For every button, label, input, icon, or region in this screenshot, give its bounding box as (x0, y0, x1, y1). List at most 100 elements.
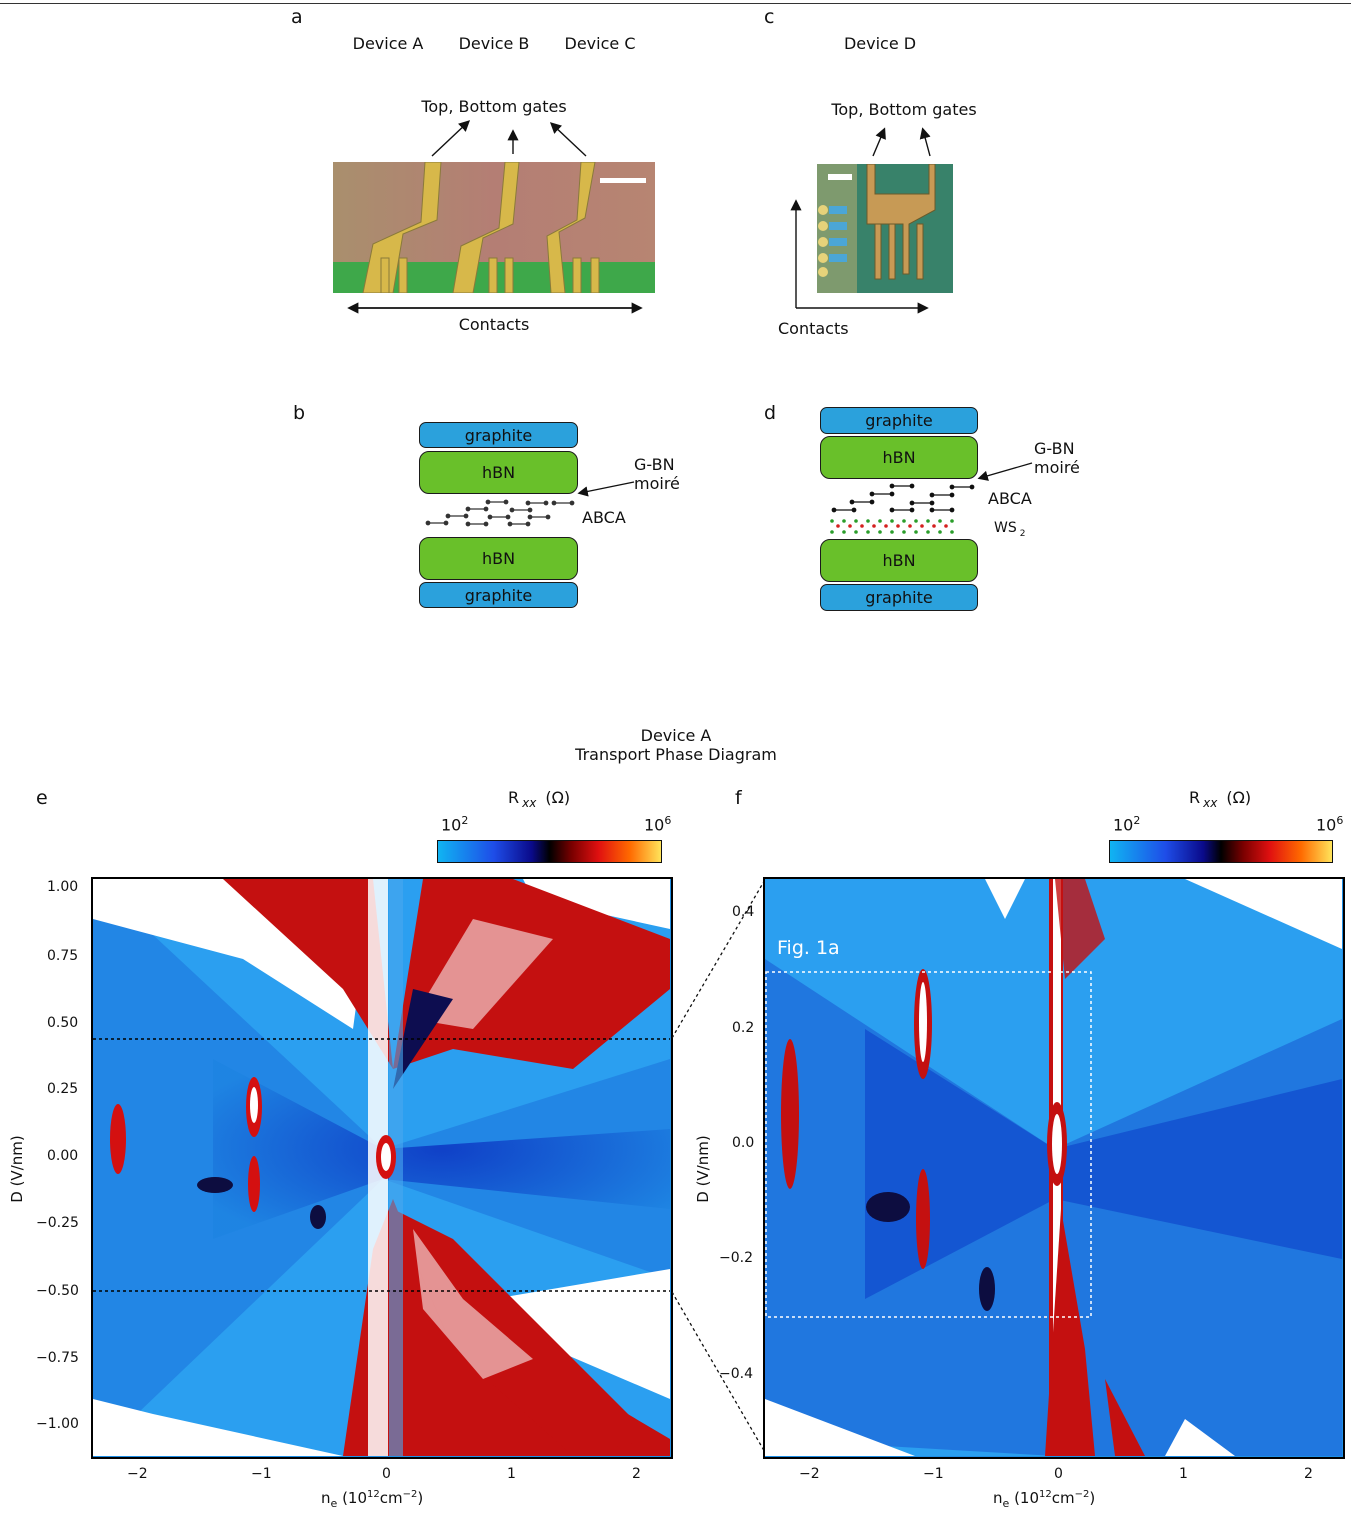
colorbar-min-e-base: 10 (441, 815, 462, 835)
e-xtick-1: −2 (127, 1466, 148, 1482)
e-xtick-2: −1 (251, 1466, 272, 1482)
f-xlabel-close: ) (1089, 1489, 1096, 1507)
layer-hbn-top-d: hBN (820, 436, 978, 479)
layer-graphite-bottom-d: graphite (820, 584, 978, 611)
moire-label-d-1: G-BN (1034, 439, 1075, 458)
panel-label-a: a (291, 6, 303, 28)
colorbar-f (1109, 840, 1333, 863)
f-xlabel-exp1: 12 (1039, 1489, 1052, 1500)
contacts-label-a: Contacts (458, 315, 530, 334)
e-ytick-5: 0.00 (47, 1148, 79, 1164)
header-rule (0, 3, 1351, 4)
abca-label-d: ABCA (988, 489, 1032, 508)
f-xlabel-unit2: cm (1051, 1489, 1075, 1507)
f-ytick-3: 0.0 (732, 1135, 755, 1151)
colorbar-min-f-base: 10 (1113, 815, 1134, 835)
f-ytick-5: −0.4 (719, 1366, 753, 1382)
e-xlabel-unit2: cm (379, 1489, 403, 1507)
e-xtick-3: 0 (382, 1466, 391, 1482)
moire-arrow-d (977, 462, 1033, 481)
moire-arrow-b (577, 481, 635, 497)
colorbar-max-f-base: 10 (1316, 815, 1337, 835)
f-ytick-4: −0.2 (719, 1250, 753, 1266)
f-ytick-1: 0.4 (732, 904, 755, 920)
e-xlabel-close: ) (417, 1489, 424, 1507)
figure-title-line2: Transport Phase Diagram (575, 745, 777, 764)
layer-graphite-top: graphite (419, 422, 578, 448)
panel-label-e: e (36, 787, 48, 809)
f-xtick-3: 0 (1054, 1466, 1063, 1482)
abca-lattice-d (830, 483, 975, 534)
figure-title-line1: Device A (640, 726, 712, 745)
phase-diagram-e (91, 877, 673, 1459)
device-a-label: Device A (352, 34, 424, 53)
colorbar-max-e: 106 (644, 814, 671, 834)
e-xtick-5: 2 (632, 1466, 641, 1482)
e-xlabel-sub: e (330, 1497, 338, 1510)
panel-label-c: c (764, 6, 775, 28)
contacts-label-c: Contacts (778, 319, 849, 338)
device-c-label: Device C (564, 34, 636, 53)
panel-label-f: f (735, 787, 742, 809)
f-xlabel-n: n (993, 1489, 1003, 1507)
colorbar-min-e: 102 (441, 814, 468, 834)
layer-graphite-bottom: graphite (419, 582, 578, 608)
e-ytick-8: −0.75 (36, 1350, 79, 1366)
e-xlabel-n: n (321, 1489, 331, 1507)
e-ytick-1: 1.00 (47, 879, 79, 895)
abca-lattice-b (425, 499, 575, 527)
e-ytick-4: 0.25 (47, 1081, 79, 1097)
f-xlabel-sub: e (1002, 1497, 1010, 1510)
colorbar-title-f-sub: xx (1203, 796, 1218, 811)
e-xlabel: ne (1012cm−2) (321, 1489, 423, 1510)
colorbar-max-e-exp: 6 (664, 814, 672, 827)
e-ytick-2: 0.75 (47, 948, 79, 964)
colorbar-title-e-unit: (Ω) (545, 788, 571, 807)
colorbar-min-e-exp: 2 (461, 814, 469, 827)
moire-label-b-1: G-BN (634, 455, 675, 474)
colorbar-title-f-r: R (1189, 788, 1201, 807)
e-xlabel-exp1: 12 (367, 1489, 380, 1500)
layer-graphite-top-d: graphite (820, 407, 978, 434)
colorbar-title-e-sub: xx (522, 796, 537, 811)
layer-hbn-top: hBN (419, 451, 578, 494)
colorbar-min-f: 102 (1113, 814, 1140, 834)
e-ytick-9: −1.00 (36, 1416, 79, 1432)
inset-label-fig1a: Fig. 1a (777, 937, 840, 959)
e-xlabel-exp2: −2 (402, 1489, 418, 1500)
e-ytick-7: −0.50 (36, 1283, 79, 1299)
colorbar-max-f: 106 (1316, 814, 1343, 834)
ws2-label-sub: 2 (1019, 528, 1026, 539)
arrows-panel-c (790, 127, 931, 314)
f-ylabel: D (V/nm) (694, 1135, 712, 1203)
f-xlabel: ne (1012cm−2) (993, 1489, 1095, 1510)
e-xtick-4: 1 (507, 1466, 516, 1482)
device-micrograph-d (817, 163, 953, 293)
colorbar-title-f-unit: (Ω) (1226, 788, 1252, 807)
f-xtick-5: 2 (1304, 1466, 1313, 1482)
arrows-panel-a (347, 120, 643, 314)
panel-label-d: d (764, 402, 777, 424)
colorbar-e (437, 840, 662, 863)
colorbar-max-e-base: 10 (644, 815, 665, 835)
colorbar-max-f-exp: 6 (1336, 814, 1344, 827)
layer-hbn-bottom-d: hBN (820, 539, 978, 582)
f-xtick-4: 1 (1179, 1466, 1188, 1482)
f-ytick-2: 0.2 (732, 1020, 755, 1036)
gates-label-c: Top, Bottom gates (831, 100, 977, 119)
e-xlabel-unit: (10 (342, 1489, 368, 1507)
ws2-label-text: WS (994, 520, 1017, 536)
f-xlabel-unit: (10 (1014, 1489, 1040, 1507)
f-xtick-1: −2 (799, 1466, 820, 1482)
moire-label-d-2: moiré (1034, 458, 1080, 477)
gates-label-a: Top, Bottom gates (421, 97, 567, 116)
device-b-label: Device B (458, 34, 530, 53)
device-micrograph-abc (333, 161, 655, 294)
e-ylabel: D (V/nm) (8, 1135, 26, 1203)
device-d-label: Device D (843, 34, 917, 53)
f-xlabel-exp2: −2 (1074, 1489, 1090, 1500)
abca-label-b: ABCA (582, 508, 626, 527)
colorbar-title-e-r: R (508, 788, 520, 807)
